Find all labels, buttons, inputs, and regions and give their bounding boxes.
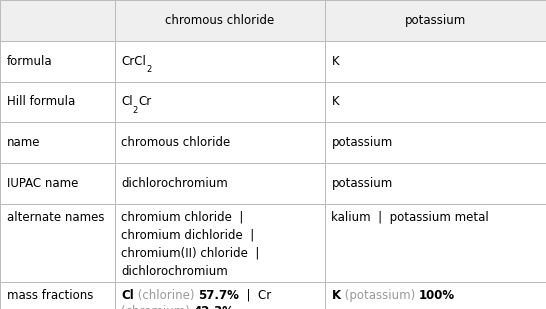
Text: chromous chloride: chromous chloride — [165, 14, 275, 27]
Bar — [115, 82, 325, 122]
Bar — [325, 0, 546, 41]
Text: chromium dichloride  |: chromium dichloride | — [121, 229, 254, 242]
Text: K: K — [331, 55, 339, 68]
Text: 2: 2 — [133, 106, 138, 115]
Text: dichlorochromium: dichlorochromium — [121, 265, 228, 277]
Text: |  Cr: | Cr — [239, 289, 271, 302]
Bar — [0, 0, 115, 41]
Text: K: K — [331, 289, 341, 302]
Bar — [115, 163, 325, 204]
Text: 42.3%: 42.3% — [194, 305, 235, 309]
Text: formula: formula — [7, 55, 52, 68]
Bar — [325, 0, 546, 41]
Text: (chromium): (chromium) — [121, 305, 194, 309]
Bar — [115, 282, 325, 309]
Bar — [325, 122, 546, 163]
Bar — [325, 204, 546, 282]
Bar — [325, 163, 546, 204]
Bar — [115, 204, 325, 282]
Text: Hill formula: Hill formula — [7, 95, 75, 108]
Bar — [0, 0, 115, 41]
Text: potassium: potassium — [331, 177, 393, 190]
Bar — [115, 0, 325, 41]
Bar — [325, 282, 546, 309]
Text: Cl: Cl — [121, 95, 133, 108]
Text: 2: 2 — [146, 65, 151, 74]
Bar — [115, 122, 325, 163]
Bar — [0, 282, 115, 309]
Bar — [325, 163, 546, 204]
Bar — [0, 282, 115, 309]
Bar — [115, 163, 325, 204]
Bar — [0, 82, 115, 122]
Bar — [115, 41, 325, 82]
Text: 57.7%: 57.7% — [198, 289, 239, 302]
Bar — [0, 122, 115, 163]
Text: chromium(II) chloride  |: chromium(II) chloride | — [121, 247, 259, 260]
Bar — [115, 82, 325, 122]
Bar — [0, 204, 115, 282]
Bar — [0, 163, 115, 204]
Bar — [325, 282, 546, 309]
Bar — [325, 82, 546, 122]
Text: K: K — [331, 95, 339, 108]
Bar — [115, 0, 325, 41]
Text: dichlorochromium: dichlorochromium — [121, 177, 228, 190]
Text: alternate names: alternate names — [7, 211, 104, 224]
Bar — [115, 282, 325, 309]
Bar — [0, 163, 115, 204]
Bar — [325, 41, 546, 82]
Bar — [325, 82, 546, 122]
Bar — [0, 122, 115, 163]
Bar — [325, 122, 546, 163]
Text: Cr: Cr — [138, 95, 151, 108]
Text: Cl: Cl — [121, 289, 134, 302]
Bar — [0, 82, 115, 122]
Bar — [0, 41, 115, 82]
Bar — [0, 41, 115, 82]
Bar — [325, 204, 546, 282]
Bar — [115, 41, 325, 82]
Text: IUPAC name: IUPAC name — [7, 177, 78, 190]
Text: (chlorine): (chlorine) — [134, 289, 198, 302]
Text: kalium  |  potassium metal: kalium | potassium metal — [331, 211, 489, 224]
Text: CrCl: CrCl — [121, 55, 146, 68]
Text: name: name — [7, 136, 40, 149]
Text: chromous chloride: chromous chloride — [121, 136, 230, 149]
Bar — [115, 204, 325, 282]
Text: chromium chloride  |: chromium chloride | — [121, 211, 244, 224]
Text: potassium: potassium — [405, 14, 466, 27]
Text: mass fractions: mass fractions — [7, 289, 93, 302]
Bar — [115, 122, 325, 163]
Text: 100%: 100% — [419, 289, 455, 302]
Text: (potassium): (potassium) — [341, 289, 419, 302]
Bar — [0, 204, 115, 282]
Bar — [325, 41, 546, 82]
Text: potassium: potassium — [331, 136, 393, 149]
